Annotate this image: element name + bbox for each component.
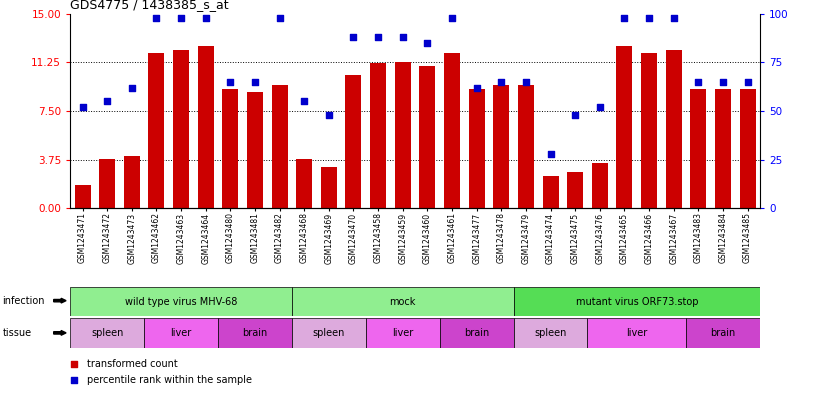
Bar (173, 50, 189, 208)
Point (199, 15, 212, 21)
Point (544, 151, 558, 157)
Bar (715, 89, 731, 208)
Bar (197, 46, 214, 208)
Bar (70, 318, 144, 348)
Bar (272, 85, 287, 208)
Bar (641, 53, 657, 208)
Point (372, 34, 385, 40)
Bar (297, 159, 312, 208)
Bar (292, 318, 366, 348)
Text: brain: brain (242, 328, 268, 338)
Point (741, 79, 754, 85)
Text: liver: liver (626, 328, 648, 338)
Bar (591, 163, 608, 208)
Bar (218, 318, 292, 348)
Text: brain: brain (710, 328, 736, 338)
Text: transformed count: transformed count (88, 359, 178, 369)
Point (101, 98, 114, 105)
Bar (514, 318, 587, 348)
Text: spleen: spleen (534, 328, 567, 338)
Text: mock: mock (390, 297, 416, 307)
Point (126, 84, 139, 91)
Bar (739, 89, 756, 208)
Bar (587, 318, 686, 348)
Bar (247, 92, 263, 208)
Point (224, 79, 237, 85)
Bar (518, 85, 534, 208)
Text: GDS4775 / 1438385_s_at: GDS4775 / 1438385_s_at (70, 0, 229, 11)
Point (273, 15, 286, 21)
Bar (543, 176, 558, 208)
Point (76, 104, 89, 110)
Bar (70, 287, 292, 316)
Bar (222, 89, 239, 208)
Bar (691, 89, 706, 208)
Text: spleen: spleen (313, 328, 345, 338)
Text: mutant virus ORF73.stop: mutant virus ORF73.stop (576, 297, 698, 307)
Point (420, 40, 434, 46)
Text: spleen: spleen (91, 328, 123, 338)
Bar (370, 63, 386, 208)
Text: percentile rank within the sample: percentile rank within the sample (88, 375, 253, 385)
Point (593, 104, 606, 110)
Bar (366, 318, 439, 348)
Point (396, 34, 410, 40)
Point (643, 15, 656, 21)
Bar (616, 46, 633, 208)
Point (691, 79, 705, 85)
Bar (666, 50, 681, 208)
Point (150, 15, 163, 21)
Point (439, 143, 453, 149)
Point (716, 79, 729, 85)
Point (495, 79, 508, 85)
Bar (439, 318, 514, 348)
Bar (99, 159, 115, 208)
Point (439, 288, 453, 294)
Text: liver: liver (170, 328, 192, 338)
Bar (567, 172, 583, 208)
Point (667, 15, 681, 21)
Text: infection: infection (2, 296, 45, 306)
Bar (493, 85, 510, 208)
Bar (320, 167, 337, 208)
Point (297, 98, 311, 105)
Point (618, 15, 631, 21)
Point (174, 15, 188, 21)
Text: tissue: tissue (2, 328, 31, 338)
Bar (292, 287, 514, 316)
Bar (345, 75, 362, 208)
Bar (395, 62, 411, 208)
Point (347, 34, 360, 40)
Text: liver: liver (392, 328, 413, 338)
Point (568, 112, 582, 118)
Point (249, 79, 262, 85)
Bar (144, 318, 218, 348)
Point (470, 84, 483, 91)
Bar (149, 53, 164, 208)
Point (445, 15, 458, 21)
Bar (444, 53, 460, 208)
Bar (514, 287, 760, 316)
Text: wild type virus MHV-68: wild type virus MHV-68 (125, 297, 237, 307)
Bar (686, 318, 760, 348)
Bar (74, 185, 91, 208)
Point (322, 112, 335, 118)
Text: brain: brain (464, 328, 489, 338)
Point (520, 79, 533, 85)
Bar (420, 66, 435, 208)
Bar (468, 89, 485, 208)
Bar (124, 156, 140, 208)
